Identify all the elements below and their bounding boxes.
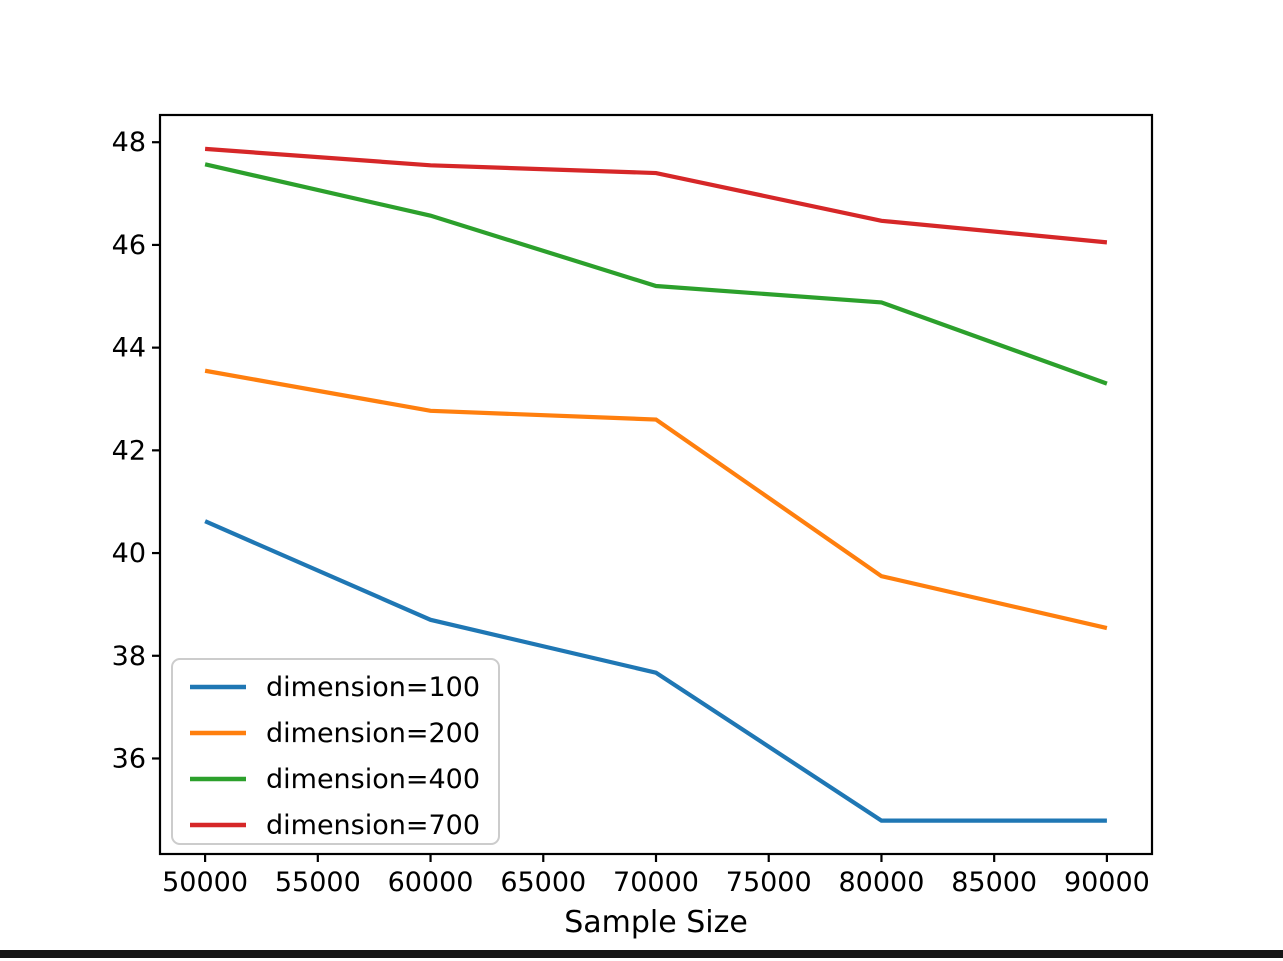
x-axis-label: Sample Size (564, 905, 748, 940)
legend: dimension=100 dimension=200 dimension=400 d… (171, 658, 500, 845)
series-line-dimension=100 (204, 519, 1107, 823)
y-axis-ticks: 36 38 40 42 44 46 48 (112, 127, 160, 774)
x-tick-label: 65000 (500, 867, 586, 898)
y-tick-label: 48 (112, 127, 146, 158)
x-tick-label: 85000 (951, 867, 1037, 898)
legend-label-dimension=200: dimension=200 (266, 718, 480, 749)
x-tick-label: 70000 (613, 867, 699, 898)
y-tick-label: 40 (112, 538, 146, 569)
y-tick-label: 44 (112, 333, 146, 364)
y-tick-label: 42 (112, 435, 146, 466)
legend-label-dimension=400: dimension=400 (266, 764, 480, 795)
x-tick-label: 90000 (1064, 867, 1150, 898)
legend-frame (171, 658, 500, 845)
x-tick-label: 55000 (275, 867, 361, 898)
x-tick-label: 75000 (726, 867, 812, 898)
x-tick-label: 50000 (162, 867, 248, 898)
legend-label-dimension=700: dimension=700 (266, 810, 480, 841)
series-line-dimension=700 (204, 146, 1108, 245)
x-tick-label: 80000 (839, 867, 925, 898)
x-tick-label: 60000 (388, 867, 474, 898)
legend-label-dimension=100: dimension=100 (266, 672, 480, 703)
y-tick-label: 36 (112, 743, 146, 774)
series-line-dimension=400 (204, 162, 1108, 386)
x-axis-ticks: 50000 55000 60000 65000 70000 75000 80000 85000… (162, 854, 1150, 898)
window-bottom-edge (0, 950, 1283, 958)
y-tick-label: 38 (112, 641, 146, 672)
series-line-dimension=200 (204, 368, 1108, 631)
y-tick-label: 46 (112, 230, 146, 261)
data-series (204, 146, 1108, 823)
